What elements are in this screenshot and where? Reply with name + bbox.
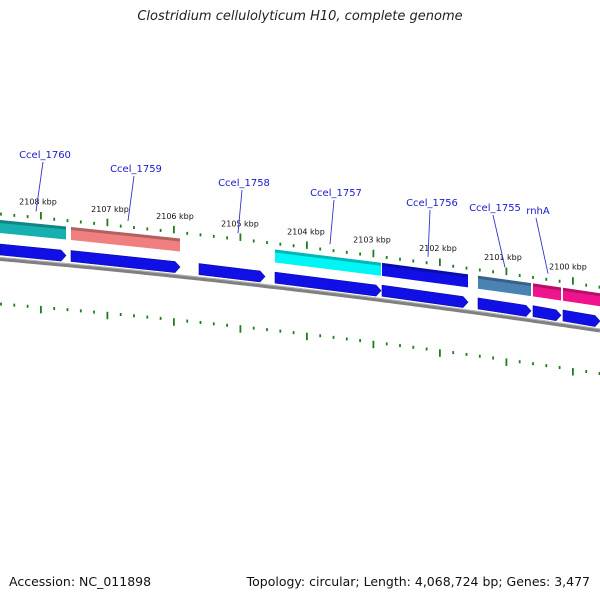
feature-band (533, 283, 561, 301)
feature-band (563, 287, 600, 307)
feature-band (382, 262, 468, 288)
cds-arrow (274, 271, 382, 297)
cds-track (0, 243, 600, 327)
cds-arrow (381, 284, 469, 308)
feature-band-shade (478, 275, 531, 287)
leader-line (427, 209, 431, 257)
leader-line (492, 214, 506, 268)
cds-arrow (198, 263, 266, 283)
leader-line (237, 189, 243, 234)
cds-arrow (70, 250, 181, 273)
kbp-label: 2103 kbp (353, 236, 391, 245)
gene-label: Ccel_1758 (218, 178, 270, 189)
backbone-line (0, 257, 600, 333)
genome-backbone (0, 257, 600, 333)
gene-label: Ccel_1757 (310, 188, 362, 199)
kbp-label: 2106 kbp (156, 212, 194, 221)
feature-band (275, 249, 381, 276)
cds-arrow (562, 309, 600, 327)
kbp-label: 2102 kbp (419, 244, 457, 253)
feature-band-shade (0, 220, 66, 230)
label-layer: 2108 kbp 2107 kbp 2106 kbp 2105 kbp 2104 kbp… (19, 150, 587, 274)
genome-summary: Topology: circular; Length: 4,068,724 bp… (246, 574, 590, 589)
gene-label: Ccel_1759 (110, 164, 162, 175)
kbp-label: 2100 kbp (549, 262, 587, 271)
feature-band-shade (533, 283, 561, 291)
leader-line (35, 161, 44, 212)
tick-track-top (0, 211, 600, 289)
kbp-label: 2107 kbp (91, 205, 129, 214)
feature-band-shade (382, 262, 468, 278)
leader-line (329, 199, 335, 245)
feature-band-shade (563, 287, 600, 297)
feature-band (0, 220, 66, 240)
page-title: Clostridium cellulolyticum H10, complete… (137, 9, 463, 24)
feature-band (478, 275, 531, 297)
feature-track (0, 220, 600, 307)
feature-band-shade (71, 226, 180, 242)
leader-line (535, 217, 549, 274)
kbp-label: 2108 kbp (19, 198, 57, 207)
cds-arrow (0, 243, 67, 262)
accession-label: Accession: NC_011898 (9, 574, 152, 589)
leader-line (127, 175, 135, 221)
backbone-highlight (0, 257, 600, 330)
tick-track-bottom (0, 302, 600, 376)
kbp-label: 2105 kbp (221, 219, 259, 228)
gene-label: Ccel_1756 (406, 198, 458, 209)
gene-label: Ccel_1760 (19, 150, 71, 161)
gene-label: rnhA (526, 206, 550, 217)
gene-label: Ccel_1755 (469, 203, 521, 214)
feature-band-shade (275, 249, 381, 266)
cds-arrow (477, 297, 532, 317)
feature-band (71, 226, 180, 252)
kbp-label: 2104 kbp (287, 227, 325, 236)
cds-arrow (532, 305, 562, 322)
